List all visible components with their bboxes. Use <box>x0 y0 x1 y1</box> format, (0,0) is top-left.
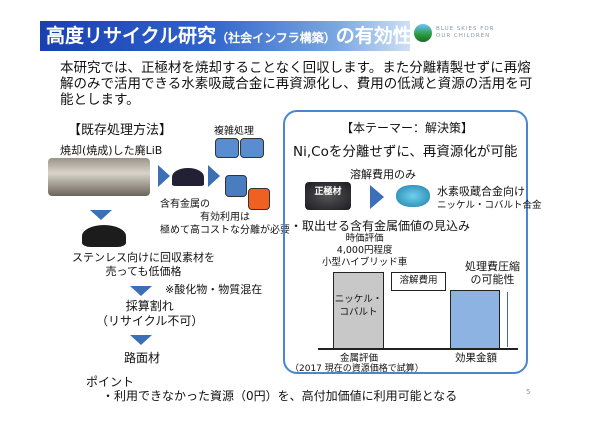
slide-title: 高度リサイクル研究（社会インフラ構築）の有効性 <box>40 21 412 51</box>
arrow-right-icon <box>158 165 170 187</box>
unprofitable-text: 採算割れ （リサイクル不可） <box>96 299 204 328</box>
point-bullet: ・利用できなかった資源（0円）を、高付加価値に利用可能となる <box>102 389 458 403</box>
complex-label: 複雑処理 <box>214 126 254 137</box>
arrow-right-icon <box>370 185 384 209</box>
existing-heading: 【既存処理方法】 <box>68 123 173 138</box>
effect-label: 効果金額 <box>455 352 497 364</box>
solution-heading: 【本テーマー：解決策】 <box>341 121 474 135</box>
stainless-text: ステンレス向けに回収素材を 売っても低価格 <box>72 251 215 278</box>
point-label: ポイント <box>86 375 135 389</box>
granules-image <box>82 225 126 247</box>
page-number: 5 <box>526 388 531 396</box>
range-arrow-icon <box>507 292 508 347</box>
oxide-note: ※酸化物・物質混在 <box>165 283 263 296</box>
metal-eval-label: 金属評価 <box>340 353 379 364</box>
alloy-image <box>396 185 430 207</box>
metal-note: 含有金属の 有効利用は 極めて高コストな分離が必要 <box>160 199 290 236</box>
burned-lib-label: 焼却(焼成)した廃LiB <box>60 144 163 157</box>
arrow-down-icon <box>90 210 112 220</box>
globe-icon <box>414 24 432 42</box>
dissolve-cost-bar: 溶解費用 <box>391 272 446 291</box>
powder-image <box>172 168 204 186</box>
electrolysis-image <box>248 188 270 210</box>
intro-text: 本研究では、正極材を焼却することなく回収します。また分離精製せずに再熔解のみで活… <box>60 60 533 108</box>
solution-box <box>283 110 528 374</box>
arrow-down-icon <box>130 335 152 345</box>
arrow-down-icon <box>130 286 152 296</box>
value-bullet: ・取出せる含有金属価値の見込み <box>290 219 471 233</box>
reduce-text: 処理費圧縮 の可能性 <box>465 260 520 286</box>
arrow-right-icon <box>208 165 220 187</box>
effect-bar <box>450 290 500 349</box>
solution-headline: Ni,Coを分離せずに、再資源化が可能 <box>293 144 518 160</box>
cathode-image: 正極材 <box>305 182 351 210</box>
electrolysis-image <box>225 175 247 197</box>
baseline <box>318 348 518 350</box>
dissolve-only: 溶解費用のみ <box>350 168 416 181</box>
logo: BLUE SKIES FOR OUR CHILDREN <box>414 22 494 46</box>
tank-image <box>215 138 239 158</box>
battery-image <box>48 158 150 196</box>
basis-note: （2017 現在の資源価格で試算） <box>290 364 424 374</box>
tank-image <box>240 138 264 158</box>
estimate-text: 時価評価 4,000円程度 小型ハイブリッド車 <box>322 233 408 268</box>
nickel-cobalt-bar: ニッケル・ コバルト <box>333 272 384 349</box>
alloy-text: 水素吸蔵合金向け ニッケル・コバルト合金 <box>437 185 542 211</box>
road-material: 路面材 <box>124 351 161 365</box>
